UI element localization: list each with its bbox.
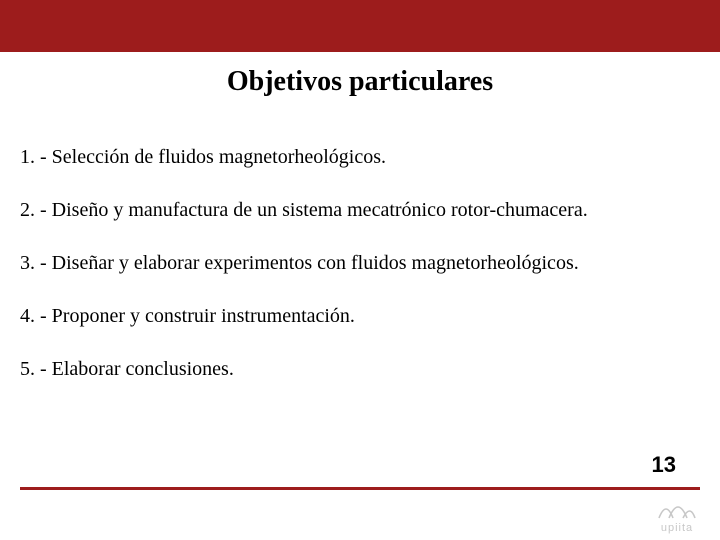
logo-icon xyxy=(656,498,698,522)
footer-rule xyxy=(20,487,700,490)
list-item: 4. - Proponer y construir instrumentació… xyxy=(20,305,700,328)
page-number: 13 xyxy=(652,452,676,478)
logo-text: upiita xyxy=(656,522,698,534)
footer-logo: upiita xyxy=(656,498,698,534)
list-item: 1. - Selección de fluidos magnetorheológ… xyxy=(20,146,700,169)
header-bar xyxy=(0,0,720,52)
list-item: 5. - Elaborar conclusiones. xyxy=(20,358,700,381)
objectives-list: 1. - Selección de fluidos magnetorheológ… xyxy=(0,146,720,381)
list-item: 3. - Diseñar y elaborar experimentos con… xyxy=(20,252,700,275)
page-title: Objetivos particulares xyxy=(0,66,720,98)
list-item: 2. - Diseño y manufactura de un sistema … xyxy=(20,199,700,222)
